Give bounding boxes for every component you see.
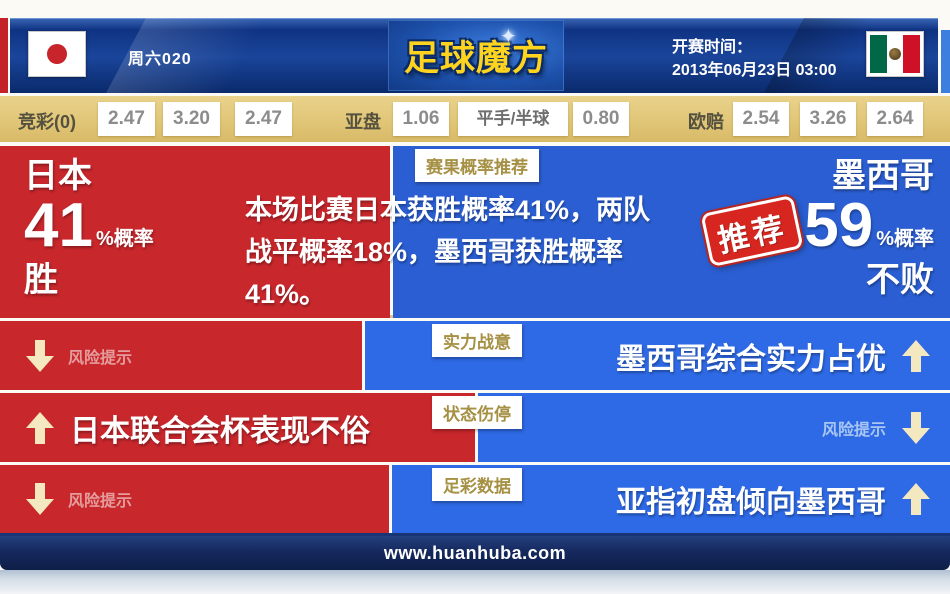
result-probability-badge: 赛果概率推荐: [415, 149, 539, 182]
oupei-label: 欧赔: [688, 112, 724, 132]
away-team-name: 墨西哥: [832, 157, 934, 195]
lottery-headline: 亚指初盘倾向墨西哥: [616, 486, 886, 519]
yapan-label: 亚盘: [345, 112, 381, 132]
away-risk-note: 风险提示: [822, 416, 886, 440]
analysis-row-lottery: 风险提示 亚指初盘倾向墨西哥 足彩数据: [0, 465, 950, 533]
away-outcome: 不败: [866, 261, 934, 300]
away-flag-mexico: [866, 31, 924, 77]
kickoff-time: 开赛时间： 2013年06月23日 03:00: [672, 36, 837, 82]
home-team-name: 日本: [24, 157, 92, 195]
up-arrow-icon: [902, 481, 930, 517]
jingcai-lose-odds: 2.47: [235, 102, 292, 136]
jingcai-label: 竞彩(0): [18, 112, 76, 132]
home-risk-note: 风险提示: [26, 481, 132, 517]
risk-label: 风险提示: [68, 493, 133, 510]
yapan-away-odds: 0.80: [573, 102, 629, 136]
odds-bar: 竞彩(0) 2.47 3.20 2.47 亚盘 1.06 平手/半球 0.80 …: [0, 96, 950, 142]
yapan-home-odds: 1.06: [393, 102, 449, 136]
down-arrow-icon: [26, 338, 54, 374]
header-right-blue-strip: [941, 30, 950, 93]
risk-label: 风险提示: [68, 349, 133, 367]
kickoff-label: 开赛时间：: [672, 39, 753, 56]
match-code: 周六020: [128, 51, 192, 68]
status-away-panel: 风险提示: [478, 393, 950, 462]
jingcai-win-odds: 2.47: [98, 102, 155, 136]
mexico-flag-icon: [870, 35, 921, 73]
japan-flag-icon: [32, 35, 82, 73]
jingcai-draw-odds: 3.20: [163, 102, 220, 136]
status-headline: 日本联合会杯表现不俗: [70, 414, 370, 448]
site-url-link[interactable]: www.huanhuba.com: [383, 542, 567, 563]
risk-label: 风险提示: [821, 421, 886, 439]
up-arrow-icon: [26, 410, 54, 446]
home-win-percent: 41: [24, 191, 93, 261]
home-flag-japan: [28, 31, 86, 77]
lottery-home-panel: 风险提示: [0, 465, 389, 533]
prediction-block: 赛果概率推荐 日本 41 %概率 胜 本场比赛日本获胜概率41%，两队战平概率1…: [0, 146, 950, 318]
status-home-panel: 日本联合会杯表现不俗: [0, 393, 475, 462]
down-arrow-icon: [26, 481, 54, 517]
sparkle-icon: ✦: [500, 26, 517, 48]
yapan-handicap: 平手/半球: [458, 102, 568, 136]
status-badge: 状态伤停: [432, 396, 522, 429]
strength-badge: 实力战意: [432, 324, 522, 357]
oupei-draw-odds: 3.26: [800, 102, 856, 136]
away-prediction: 墨西哥 59 %概率 不败: [804, 146, 934, 315]
prediction-summary: 本场比赛日本获胜概率41%，两队战平概率18%，墨西哥获胜概率41%。: [245, 195, 651, 309]
analysis-row-strength: 风险提示 墨西哥综合实力占优 实力战意: [0, 321, 950, 390]
analysis-row-status: 日本联合会杯表现不俗 风险提示 状态伤停: [0, 393, 950, 462]
header-left-red-strip: [0, 18, 8, 93]
strength-headline: 墨西哥综合实力占优: [616, 342, 886, 376]
footer-bar: www.huanhuba.com: [0, 533, 950, 570]
away-percent-suffix: %概率: [876, 228, 934, 251]
up-arrow-icon: [902, 338, 930, 374]
oupei-lose-odds: 2.64: [867, 102, 923, 136]
site-logo: 足球魔方: [403, 39, 548, 78]
strength-home-panel: 风险提示: [0, 321, 362, 390]
home-prediction: 日本 41 %概率 胜: [24, 146, 154, 315]
kickoff-datetime: 2013年06月23日 03:00: [672, 62, 837, 80]
oupei-win-odds: 2.54: [733, 102, 789, 136]
down-arrow-icon: [902, 410, 930, 446]
away-win-percent: 59: [804, 191, 874, 261]
page-bottom-shadow: [0, 570, 950, 594]
site-logo-panel: ✦ 足球魔方: [388, 20, 564, 91]
lottery-badge: 足彩数据: [432, 468, 522, 501]
home-outcome: 胜: [24, 261, 58, 300]
home-percent-suffix: %概率: [95, 228, 154, 251]
match-header: 周六020 ✦ 足球魔方 开赛时间： 2013年06月23日 03:00: [10, 18, 938, 93]
home-risk-note: 风险提示: [26, 338, 132, 374]
home-prediction-panel: [0, 146, 390, 318]
